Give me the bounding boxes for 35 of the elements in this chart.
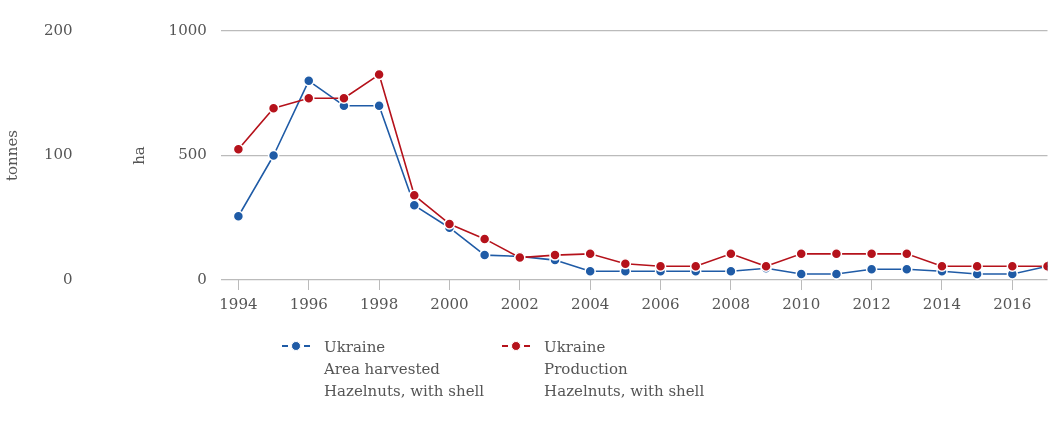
x-tick-label: 2006 [641, 294, 680, 313]
point [619, 258, 632, 270]
point [971, 260, 983, 273]
y-tick-label: 0 [63, 269, 73, 288]
x-tick-label: 2000 [430, 294, 469, 313]
point [338, 92, 350, 104]
x-tick-label: 2016 [993, 294, 1032, 313]
x-tick-label: 2002 [500, 294, 539, 313]
x-tick-label: 2008 [711, 294, 750, 313]
y2-tick-label: 500 [178, 145, 207, 164]
point [373, 68, 385, 81]
legend-label: Ukraine Production Hazelnuts, with shell [544, 337, 705, 402]
x-tick-label: 2004 [571, 294, 610, 313]
point [443, 218, 456, 230]
point [549, 249, 561, 261]
x-tick-label: 1996 [289, 294, 328, 313]
legend-label: Ukraine Area harvested Hazelnuts, with shell [324, 337, 485, 402]
y2-axis-title: ha [129, 146, 148, 165]
x-tick-label: 1998 [360, 294, 399, 313]
x-tick-label: 2014 [922, 294, 962, 313]
point [830, 268, 843, 280]
point [303, 75, 315, 87]
y-tick-label: 100 [43, 145, 73, 164]
point [478, 249, 491, 261]
y-axis-title: tonnes [2, 130, 21, 181]
point [936, 260, 948, 273]
point [795, 268, 807, 280]
x-tick-label: 1994 [219, 294, 258, 313]
x-tick-label: 2012 [852, 294, 891, 313]
point [478, 233, 491, 245]
y-tick-label: 200 [43, 20, 73, 39]
x-tick-label: 2010 [782, 294, 821, 313]
y2-tick-label: 1000 [168, 20, 207, 39]
y2-tick-label: 0 [197, 269, 207, 288]
point [267, 149, 280, 162]
